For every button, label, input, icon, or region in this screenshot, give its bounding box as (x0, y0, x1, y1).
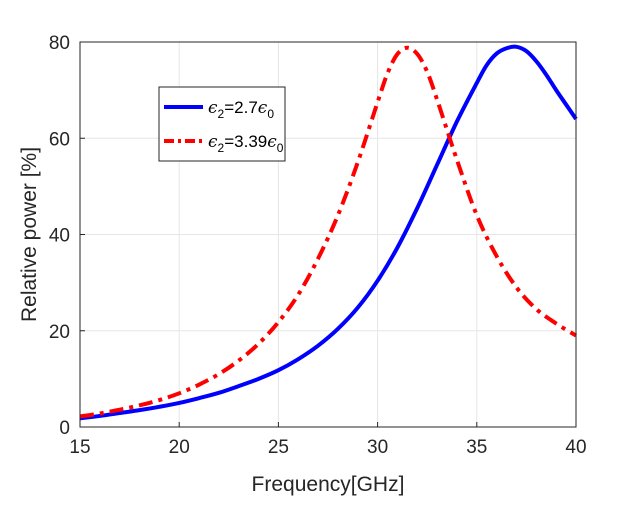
x-tick-label: 20 (169, 437, 190, 458)
legend-entry-2: ϵ2=3.39ϵ0 (208, 132, 284, 155)
x-tick-label: 30 (367, 437, 388, 458)
y-tick-label: 40 (49, 226, 70, 247)
legend-eps-symbol: ϵ (267, 132, 277, 152)
x-tick-label: 40 (565, 437, 586, 458)
y-tick-label: 80 (49, 33, 70, 54)
x-axis-label: Frequency[GHz] (252, 473, 405, 496)
y-tick-label: 0 (59, 418, 70, 439)
legend-value: =2.7 (224, 98, 258, 117)
legend-subscript: 2 (218, 107, 225, 121)
legend-subscript: 0 (267, 107, 274, 121)
plot-series (79, 44, 578, 421)
series-line-1 (79, 44, 578, 421)
legend-entry-1: ϵ2=2.7ϵ0 (208, 98, 274, 121)
legend-subscript: 2 (218, 141, 225, 155)
legend-value: =3.39 (224, 132, 267, 151)
x-tick-label: 25 (268, 437, 289, 458)
y-tick-label: 60 (49, 129, 70, 150)
x-tick-label: 15 (69, 437, 90, 458)
x-tick-label: 35 (466, 437, 487, 458)
y-tick-label: 20 (49, 322, 70, 343)
series-line-2 (79, 45, 578, 419)
legend-eps-symbol: ϵ (208, 98, 218, 118)
legend-box (158, 86, 286, 162)
legend-eps-symbol: ϵ (258, 98, 268, 118)
legend-eps-symbol: ϵ (208, 132, 218, 152)
legend-subscript: 0 (277, 141, 284, 155)
y-axis-label: Relative power [%] (18, 147, 41, 322)
